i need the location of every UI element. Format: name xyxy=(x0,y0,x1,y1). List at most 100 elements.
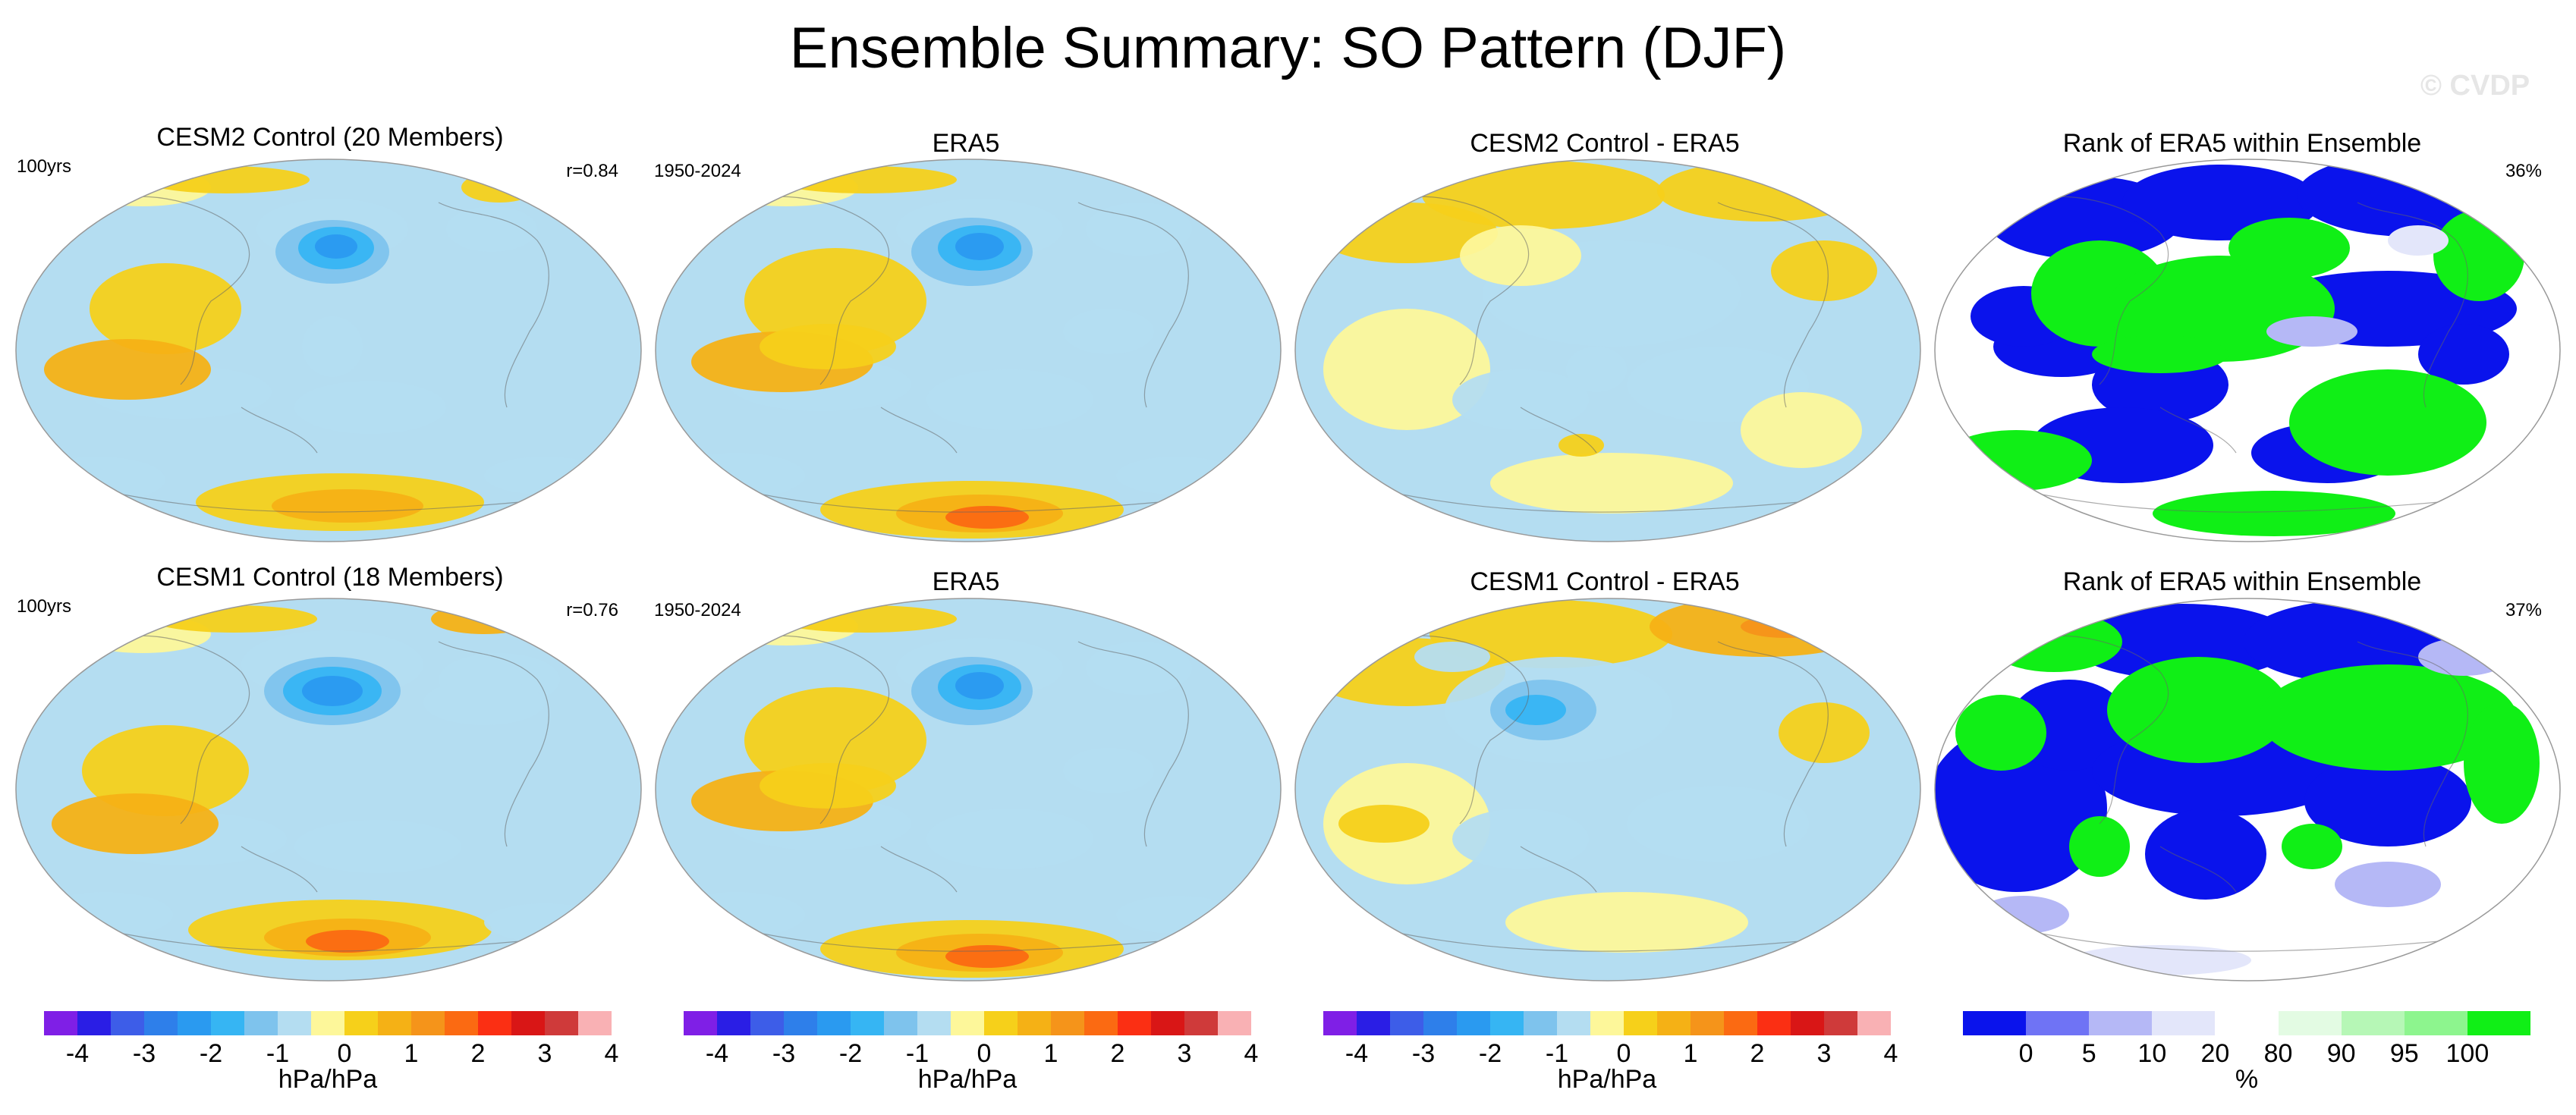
coastline xyxy=(1520,846,1597,893)
contour-region xyxy=(294,381,446,434)
coastline xyxy=(104,490,561,513)
contour-region xyxy=(2107,657,2289,763)
coastline xyxy=(744,929,1200,952)
colorbar-swatch xyxy=(1457,1011,1490,1035)
colorbar-swatch xyxy=(884,1011,917,1035)
colorbar-swatch xyxy=(2215,1011,2279,1035)
colorbar-swatch xyxy=(1490,1011,1524,1035)
map-field xyxy=(1295,159,1920,542)
colorbar-diverging-3 xyxy=(1323,1011,1891,1035)
colorbar-swatch xyxy=(684,1011,717,1035)
colorbar-swatch xyxy=(951,1011,984,1035)
map-outline xyxy=(1934,159,2561,542)
contour-region xyxy=(150,605,317,633)
colorbar-swatch xyxy=(717,1011,750,1035)
colorbar-swatch xyxy=(1757,1011,1791,1035)
colorbar-swatch xyxy=(1724,1011,1757,1035)
colorbar-swatch xyxy=(784,1011,817,1035)
colorbar-tick-label: -4 xyxy=(65,1039,90,1068)
coastline xyxy=(1717,202,1829,408)
map-outline xyxy=(1934,598,2561,982)
map-outline xyxy=(15,598,642,982)
panel-left-annotation: 100yrs xyxy=(17,156,72,177)
contour-region xyxy=(1627,786,1809,862)
coastline xyxy=(2023,490,2480,513)
colorbar-swatch xyxy=(578,1011,612,1035)
colorbar-swatch xyxy=(1118,1011,1151,1035)
colorbar-swatch xyxy=(2341,1011,2405,1035)
contour-region xyxy=(2092,335,2228,373)
contour-region xyxy=(423,680,545,725)
colorbar-swatch xyxy=(1357,1011,1390,1035)
colorbar-swatch xyxy=(984,1011,1018,1035)
colorbar-swatch xyxy=(1323,1011,1357,1035)
colorbar-swatch xyxy=(1657,1011,1691,1035)
contour-region xyxy=(1741,392,1862,468)
colorbar-swatch xyxy=(1791,1011,1824,1035)
colorbar-swatch xyxy=(1423,1011,1457,1035)
map-outline xyxy=(1294,159,1921,542)
coastline xyxy=(880,846,958,893)
panel-title: Rank of ERA5 within Ensemble xyxy=(2062,129,2422,158)
colorbar-swatch xyxy=(511,1011,545,1035)
colorbar-tick-label: 1 xyxy=(1683,1039,1698,1068)
panel-title: ERA5 xyxy=(932,129,1000,158)
contour-region xyxy=(1558,434,1604,457)
colorbar-swatch xyxy=(750,1011,784,1035)
coastline xyxy=(104,929,561,952)
contour-region xyxy=(2418,324,2509,385)
colorbar-tick-label: -2 xyxy=(199,1039,223,1068)
colorbar-tick-label: 4 xyxy=(1244,1039,1259,1068)
colorbar-swatch xyxy=(445,1011,478,1035)
colorbar-swatch xyxy=(1963,1011,2027,1035)
colorbar-swatch xyxy=(1051,1011,1084,1035)
contour-region xyxy=(446,206,537,252)
contour-region xyxy=(1063,748,1154,793)
colorbar-unit-label: hPa/hPa xyxy=(1557,1065,1657,1094)
colorbar-tick-label: -3 xyxy=(132,1039,156,1068)
map-outline xyxy=(655,598,1282,982)
contour-region xyxy=(926,809,1093,869)
colorbar-swatch xyxy=(1691,1011,1724,1035)
colorbar-swatch xyxy=(851,1011,884,1035)
colorbar-tick-label: 2 xyxy=(1110,1039,1125,1068)
coastline xyxy=(241,846,318,893)
map-rank-row2 xyxy=(1934,598,2561,982)
contour-region xyxy=(2335,862,2441,907)
contour-region xyxy=(955,672,1004,699)
contour-region xyxy=(2266,316,2357,347)
colorbar-swatch xyxy=(1151,1011,1184,1035)
coastline xyxy=(2023,635,2169,824)
panel-left-annotation: 1950-2024 xyxy=(654,161,741,181)
map-cesm1-minus-era5 xyxy=(1294,598,1921,982)
colorbar-tick-label: 90 xyxy=(2326,1039,2356,1068)
colorbar-tick-label: 4 xyxy=(604,1039,619,1068)
colorbar-tick-label: -3 xyxy=(1411,1039,1436,1068)
contour-region xyxy=(44,339,211,400)
map-outline xyxy=(15,159,642,542)
coastline xyxy=(2357,641,2468,847)
coastline xyxy=(438,641,549,847)
contour-region xyxy=(1338,805,1430,843)
contour-region xyxy=(1323,309,1490,430)
coastline xyxy=(104,196,250,385)
contour-region xyxy=(1452,369,1589,430)
colorbar-swatch xyxy=(817,1011,851,1035)
colorbar-unit-label: hPa/hPa xyxy=(278,1065,378,1094)
contour-region xyxy=(82,725,249,816)
colorbar-tick-label: 10 xyxy=(2137,1039,2167,1068)
contour-region xyxy=(1779,702,1870,763)
panel-title: CESM1 Control (18 Members) xyxy=(156,563,504,592)
colorbar-tick-label: 0 xyxy=(337,1039,352,1068)
map-era5-row2 xyxy=(655,598,1282,982)
colorbar-swatch xyxy=(1624,1011,1657,1035)
coastline xyxy=(241,407,318,454)
contour-region xyxy=(2433,210,2524,301)
contour-region xyxy=(272,489,423,523)
colorbar-diverging-1 xyxy=(44,1011,612,1035)
contour-region xyxy=(1940,430,2092,491)
contour-region xyxy=(302,676,363,706)
colorbar-tick-label: 0 xyxy=(1616,1039,1631,1068)
colorbar-tick-label: 95 xyxy=(2389,1039,2419,1068)
contour-region xyxy=(1063,309,1154,354)
